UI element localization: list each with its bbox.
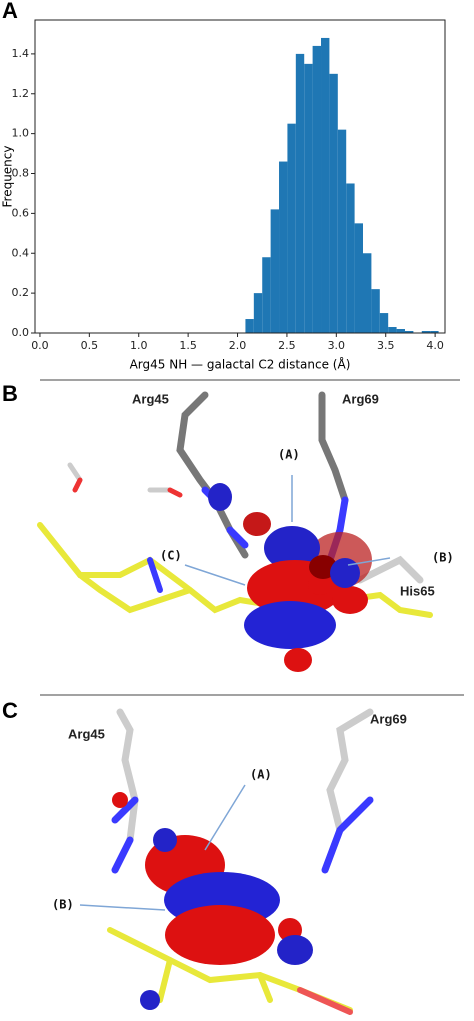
- bar: [329, 73, 338, 333]
- bar: [337, 129, 347, 333]
- bar: [304, 63, 313, 334]
- callout-label: (C): [160, 549, 182, 563]
- bar: [312, 45, 322, 333]
- panel-label: C: [2, 698, 18, 723]
- callout-label: (B): [52, 898, 74, 912]
- residue-label: Arg69: [370, 711, 407, 726]
- bar: [388, 327, 397, 333]
- bar: [371, 289, 380, 333]
- x-tick-label: 3.0: [328, 339, 346, 352]
- callout-label: (A): [250, 768, 272, 782]
- residue-label: Arg45: [132, 391, 169, 406]
- bar: [363, 253, 372, 333]
- x-tick-label: 2.5: [278, 339, 296, 352]
- y-tick-label: 0.0: [12, 326, 30, 339]
- x-tick-label: 1.5: [179, 339, 197, 352]
- bar: [253, 293, 263, 333]
- residue-label: His65: [400, 583, 435, 598]
- residue-label: Arg45: [68, 726, 105, 741]
- y-axis-label: Frequency: [1, 146, 15, 208]
- histogram: 0.0 0.5 1.0 1.5 2.0 2.5 3.0 3.5 4.0 0.0 0.2 0.4 0.6 0…: [1, 19, 446, 372]
- callout-label: (B): [432, 551, 454, 565]
- bar: [270, 209, 280, 333]
- x-tick-label: 0.0: [31, 339, 49, 352]
- y-tick-label: 1.2: [12, 87, 30, 100]
- plot-frame: [34, 19, 446, 334]
- bar: [245, 319, 254, 333]
- callout-lines: [79, 784, 246, 911]
- x-tick-label: 1.0: [130, 339, 148, 352]
- bar: [321, 37, 330, 333]
- bar: [404, 331, 414, 333]
- panel-label: B: [2, 381, 18, 406]
- bar: [421, 331, 431, 333]
- y-tick-label: 0.6: [12, 206, 30, 219]
- x-tick-label: 4.0: [426, 339, 444, 352]
- panel-label: A: [2, 0, 18, 23]
- orbital-lobes: [112, 792, 313, 1010]
- x-tick-label: 0.5: [81, 339, 99, 352]
- callout-label: (A): [278, 448, 300, 462]
- bar: [379, 313, 389, 333]
- panel-b: B Arg45 Arg69 Hi: [2, 381, 454, 672]
- orbital-lobes: [208, 483, 372, 672]
- y-tick-label: 1.0: [12, 127, 30, 140]
- y-tick-label: 0.8: [12, 167, 30, 180]
- sticks: [37, 391, 433, 618]
- bar: [346, 183, 355, 333]
- y-tick-label: 0.2: [12, 286, 30, 299]
- bar: [396, 329, 405, 333]
- bar: [430, 331, 439, 333]
- x-axis-label: Arg45 NH — galactal C2 distance (Å): [130, 357, 351, 372]
- bar: [287, 123, 296, 333]
- x-tick-label: 3.5: [377, 339, 395, 352]
- bar: [262, 257, 271, 333]
- panel-c: C Arg45 Arg69 (A) (B): [2, 698, 407, 1015]
- sticks: [107, 708, 374, 1015]
- callout-lines: [184, 475, 391, 586]
- bar: [295, 53, 305, 333]
- y-tick-label: 1.4: [12, 47, 30, 60]
- residue-label: Arg69: [342, 391, 379, 406]
- bar: [279, 161, 288, 333]
- y-tick-label: 0.4: [12, 246, 30, 259]
- bar: [354, 223, 363, 333]
- x-tick-label: 2.0: [229, 339, 247, 352]
